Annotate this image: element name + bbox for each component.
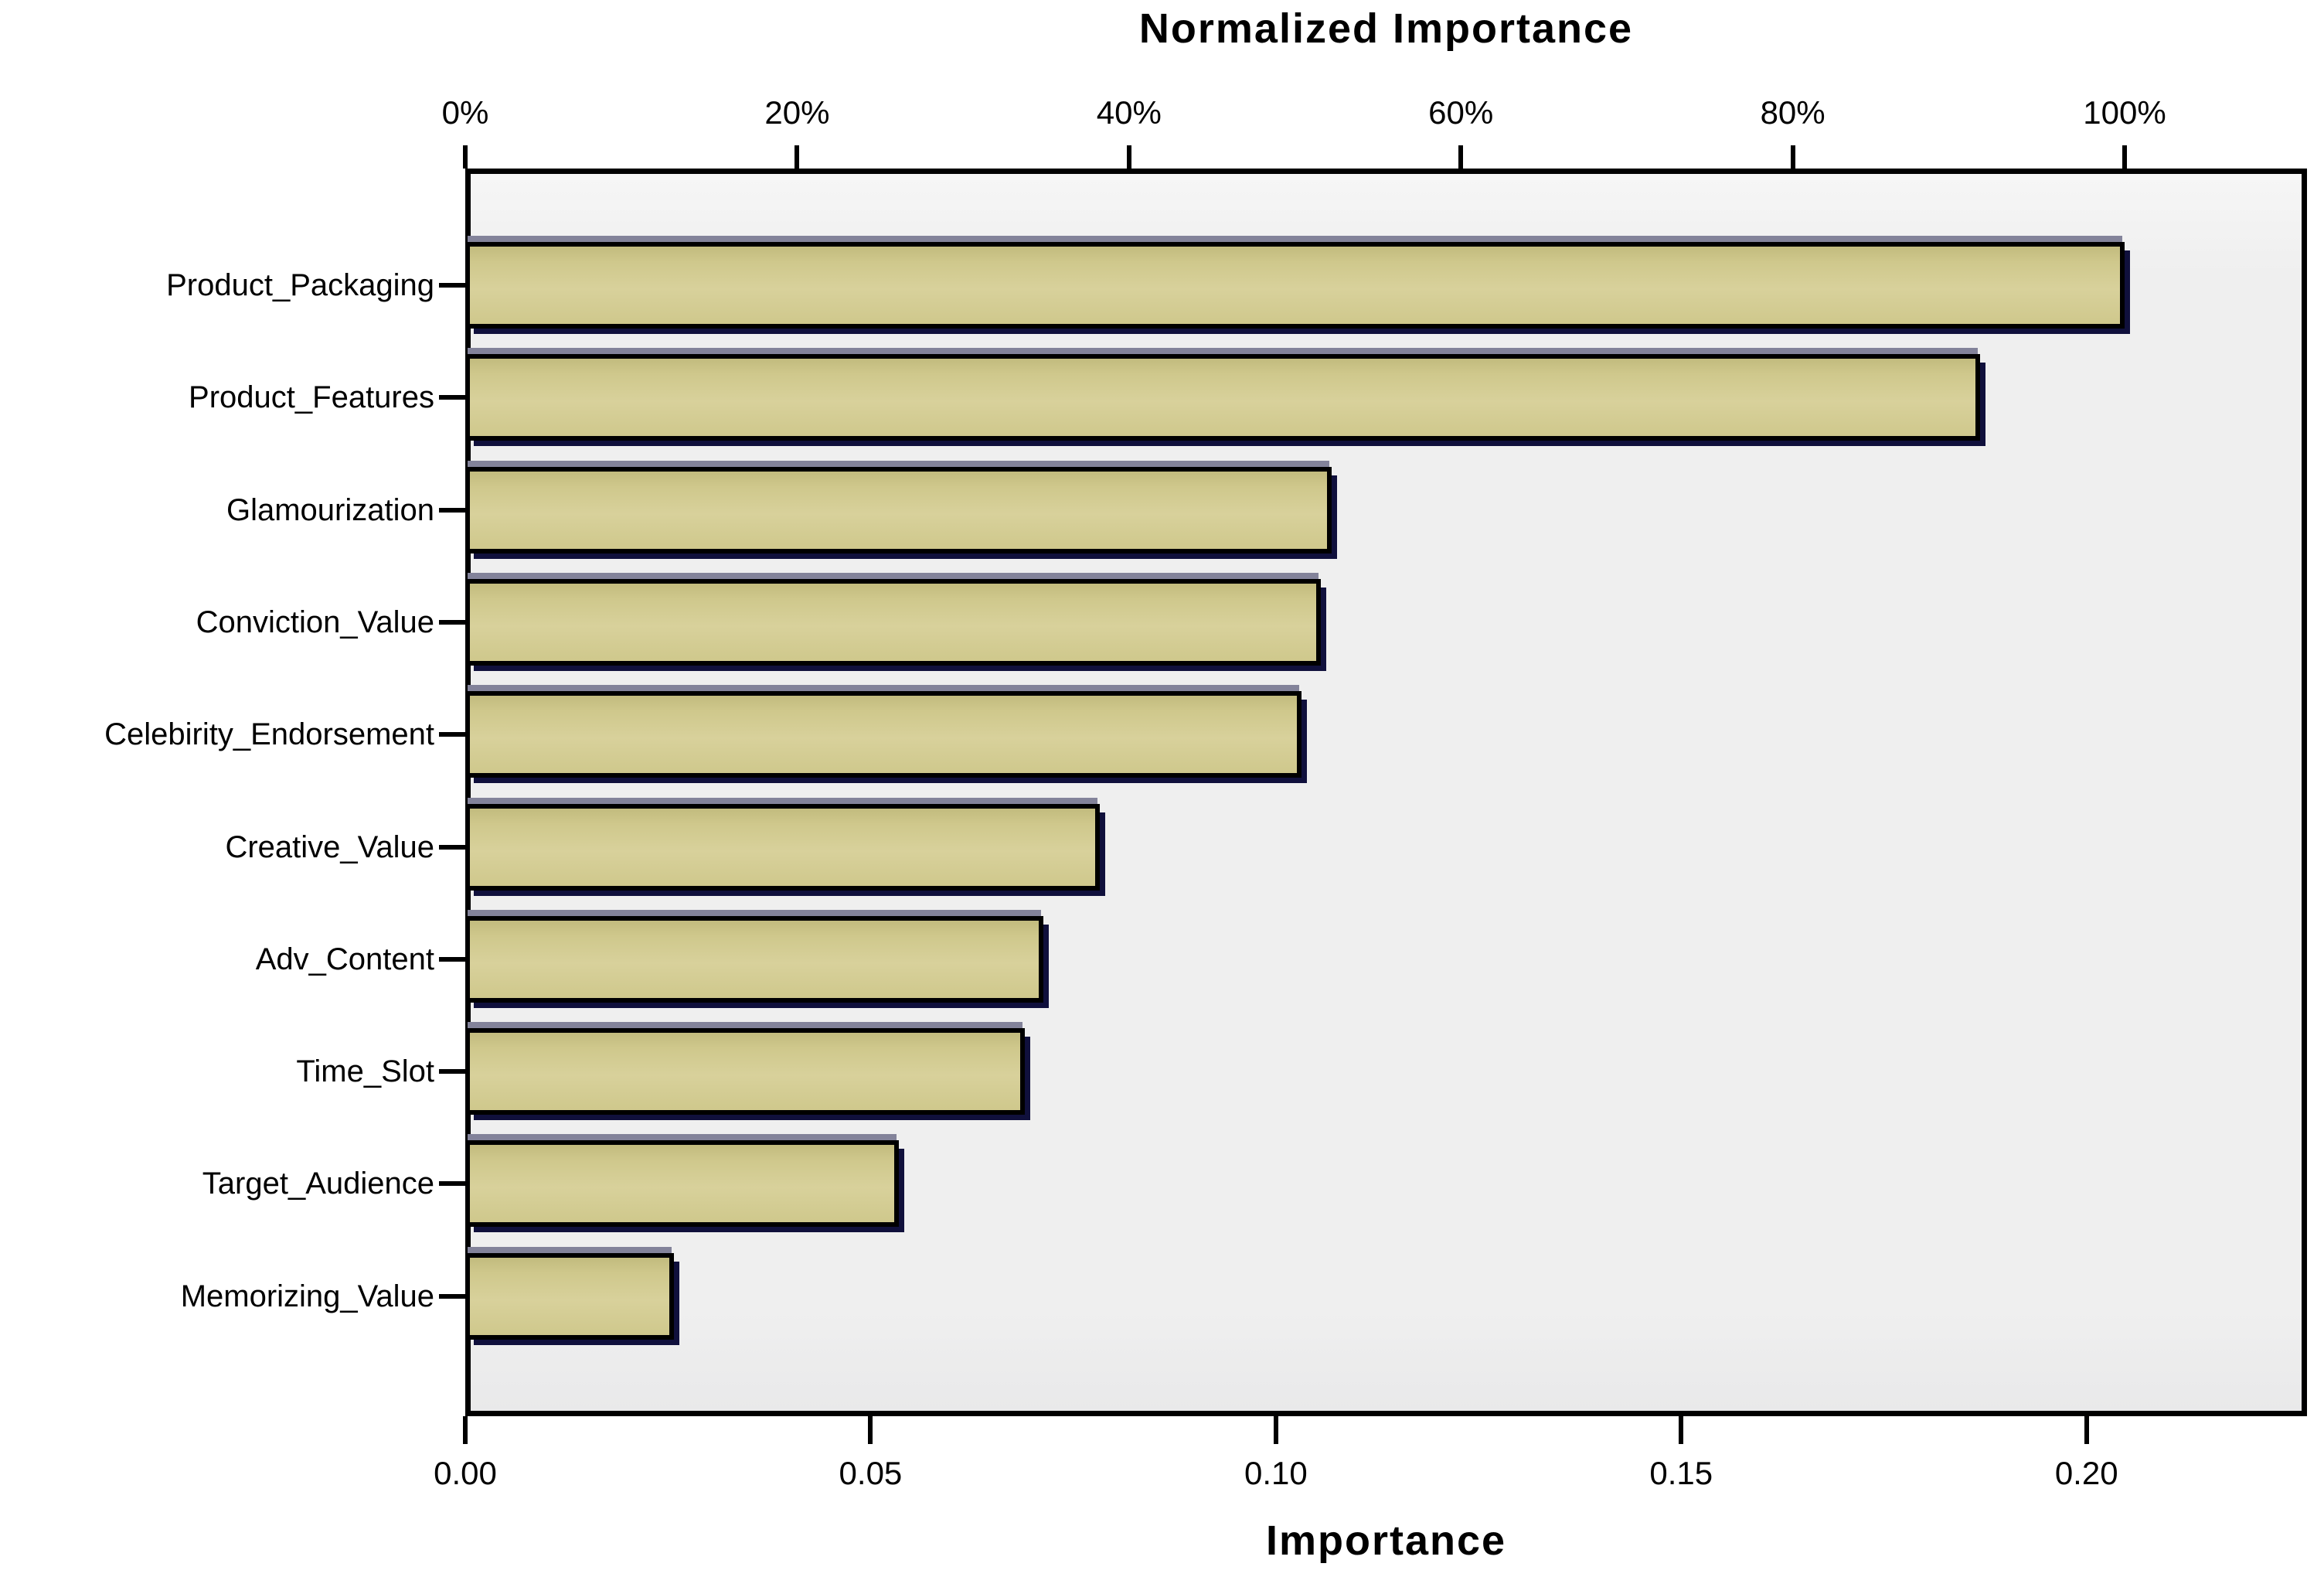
- bar-product_packaging: [465, 242, 2125, 329]
- category-label: Target_Audience: [202, 1167, 434, 1201]
- bottom-axis-tick-label: 0.20: [2054, 1455, 2118, 1491]
- category-label: Product_Features: [189, 380, 434, 415]
- top-axis-tick: [795, 145, 800, 169]
- bottom-axis-tick-label: 0.00: [434, 1455, 497, 1491]
- category-label: Celebirity_Endorsement: [104, 717, 434, 752]
- category-tick: [439, 1069, 465, 1075]
- category-label: Adv_Content: [255, 942, 434, 976]
- top-axis-tick: [2122, 145, 2127, 169]
- bar-product_features: [465, 354, 1981, 441]
- category-label: Memorizing_Value: [180, 1279, 434, 1313]
- top-axis-tick-label: 100%: [2083, 94, 2166, 131]
- top-axis-tick-label: 20%: [764, 94, 830, 131]
- category-tick: [439, 1181, 465, 1187]
- category-label: Conviction_Value: [196, 605, 434, 639]
- bar-adv_content: [465, 915, 1043, 1003]
- category-tick: [439, 619, 465, 625]
- bottom-axis-tick-label: 0.05: [839, 1455, 903, 1491]
- category-label: Product_Packaging: [166, 268, 434, 302]
- top-axis-tick: [1126, 145, 1131, 169]
- bottom-axis-tick: [1273, 1416, 1278, 1444]
- bar-conviction_value: [465, 578, 1321, 666]
- bar-target_audience: [465, 1140, 900, 1228]
- category-label: Time_Slot: [296, 1054, 434, 1089]
- top-axis-tick-label: 40%: [1096, 94, 1162, 131]
- bar-memorizing_value: [465, 1252, 674, 1340]
- category-label: Glamourization: [226, 492, 434, 527]
- bar-celebirity_endorsement: [465, 691, 1302, 778]
- chart-title: Normalized Importance: [1138, 5, 1634, 52]
- category-tick: [439, 395, 465, 400]
- bar-glamourization: [465, 466, 1332, 553]
- bar-creative_value: [465, 803, 1101, 891]
- top-axis-tick-label: 60%: [1428, 94, 1494, 131]
- category-tick: [439, 844, 465, 850]
- bottom-axis-tick: [868, 1416, 873, 1444]
- top-axis-tick: [463, 145, 468, 169]
- bottom-axis-tick-label: 0.10: [1244, 1455, 1308, 1491]
- category-tick: [439, 1293, 465, 1299]
- bar-time_slot: [465, 1028, 1025, 1115]
- category-tick: [439, 956, 465, 962]
- category-label: Creative_Value: [225, 829, 434, 864]
- x-axis-title: Importance: [1265, 1517, 1507, 1564]
- category-tick: [439, 507, 465, 513]
- category-tick: [439, 732, 465, 737]
- bottom-axis-tick-label: 0.15: [1649, 1455, 1713, 1491]
- top-axis-tick-label: 80%: [1760, 94, 1826, 131]
- top-axis-tick: [1458, 145, 1464, 169]
- category-tick: [439, 283, 465, 288]
- top-axis-tick: [1790, 145, 1795, 169]
- bottom-axis-tick: [2084, 1416, 2089, 1444]
- bottom-axis-tick: [463, 1416, 468, 1444]
- bottom-axis-tick: [1679, 1416, 1684, 1444]
- top-axis-tick-label: 0%: [441, 94, 489, 131]
